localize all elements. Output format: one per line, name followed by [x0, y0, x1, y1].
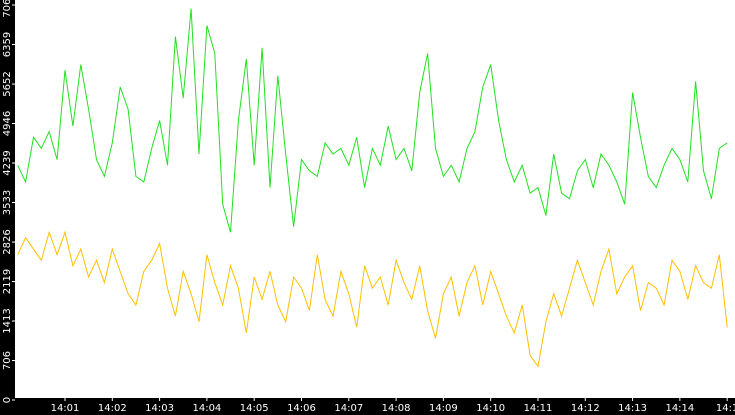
- x-tick-label: 14:04: [192, 403, 221, 414]
- y-tick-label: 706: [2, 351, 13, 370]
- x-tick-label: 14:14: [665, 403, 694, 414]
- y-tick-label: 0: [2, 397, 13, 403]
- y-tick-label: 7066: [2, 0, 13, 18]
- y-tick-label: 3533: [2, 190, 13, 215]
- y-tick-label: 1413: [2, 308, 13, 333]
- x-tick-label: 14:03: [145, 403, 174, 414]
- y-tick-label: 2826: [2, 229, 13, 254]
- x-tick-label: 14:12: [571, 403, 600, 414]
- x-tick-label: 14:02: [98, 403, 127, 414]
- x-tick-label: 14:01: [51, 403, 80, 414]
- y-tick-label: 4239: [2, 150, 13, 175]
- y-tick-label: 5652: [2, 71, 13, 96]
- x-axis-band: [0, 398, 735, 415]
- series-line: [17, 230, 728, 368]
- series-line: [17, 8, 728, 233]
- x-tick-label: 14:05: [240, 403, 269, 414]
- x-tick-label: 14:13: [618, 403, 647, 414]
- y-tick-label: 6359: [2, 32, 13, 57]
- y-tick-label: 4946: [2, 111, 13, 136]
- x-tick-label: 14:07: [334, 403, 363, 414]
- y-axis-band: [0, 0, 15, 415]
- x-tick-label: 14:06: [287, 403, 316, 414]
- plot: [17, 8, 728, 368]
- x-tick-label: 14:08: [382, 403, 411, 414]
- y-tick-label: 2119: [2, 269, 13, 294]
- x-tick-label: 14:1: [716, 403, 735, 414]
- x-tick-label: 14:11: [524, 403, 553, 414]
- x-tick-label: 14:09: [429, 403, 458, 414]
- x-tick-label: 14:10: [476, 403, 505, 414]
